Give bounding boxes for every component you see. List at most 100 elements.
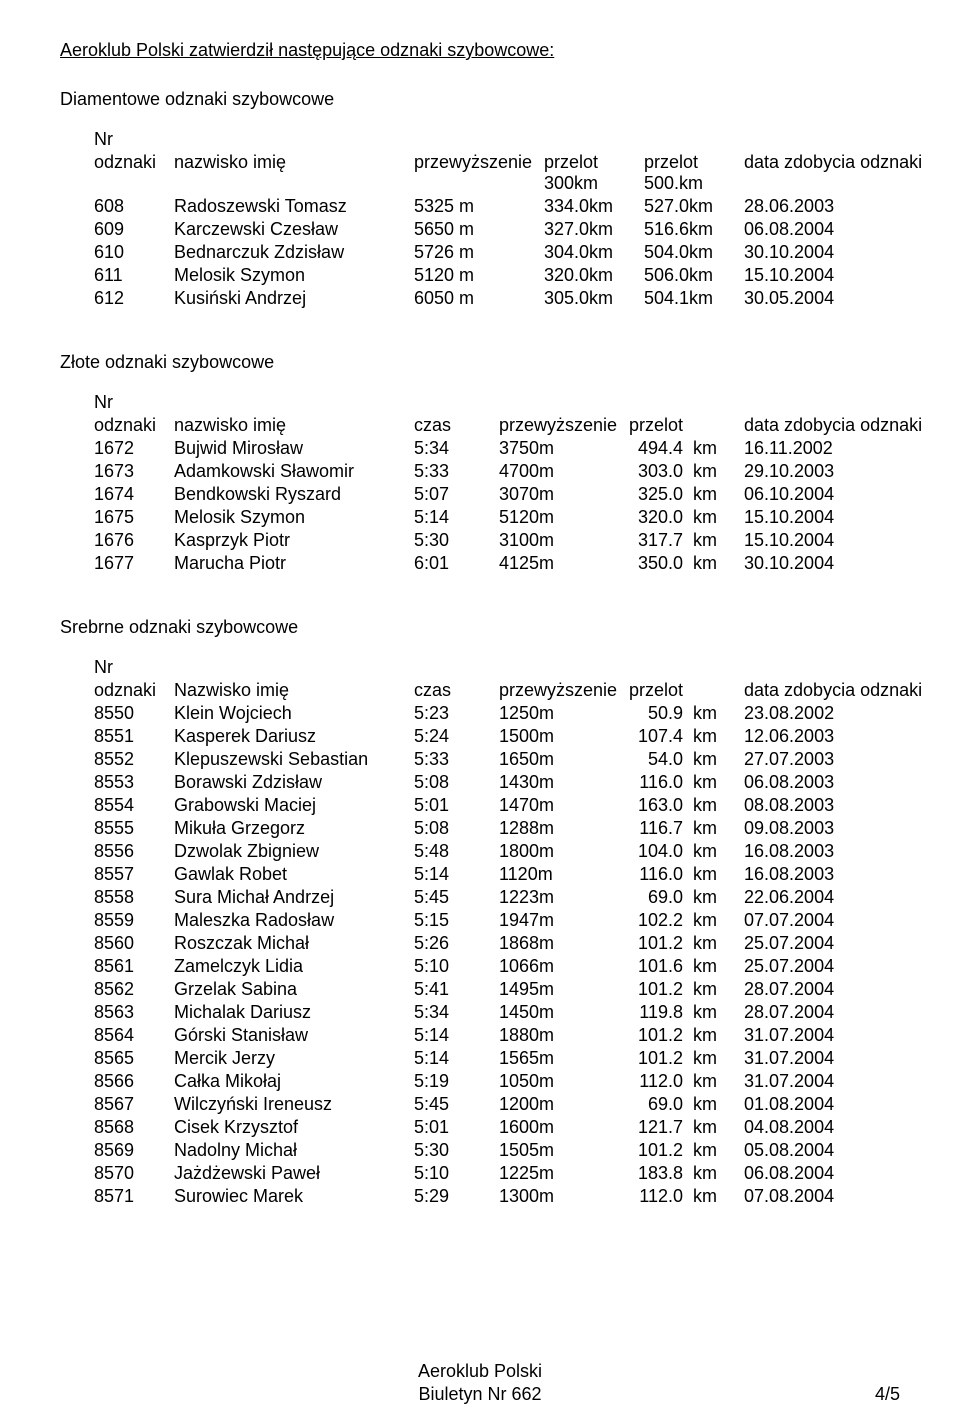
cell-przelot-unit: km [689,932,744,955]
table-row: 8558Sura Michał Andrzej5:451223m69.0km22… [94,886,900,909]
cell-nr: 8554 [94,794,174,817]
cell-nr: 1673 [94,460,174,483]
cell-przelot-unit: km [689,1093,744,1116]
cell-przew: 1450m [499,1001,629,1024]
table-row: 8566Całka Mikołaj5:191050m112.0km31.07.2… [94,1070,900,1093]
hdr-p300-2: 300km [544,173,598,193]
gold-heading: Złote odznaki szybowcowe [60,352,900,373]
cell-date: 30.05.2004 [744,287,900,310]
cell-czas: 5:14 [414,506,499,529]
cell-przelot-val: 320.0 [629,506,689,529]
cell-p300: 327.0km [544,218,644,241]
cell-przelot-unit: km [689,1001,744,1024]
hdr-date: data zdobycia odznaki [744,151,900,195]
cell-date: 31.07.2004 [744,1024,900,1047]
cell-czas: 5:34 [414,1001,499,1024]
table-row: 8563Michalak Dariusz5:341450m119.8km28.0… [94,1001,900,1024]
cell-name: Kasprzyk Piotr [174,529,414,552]
cell-nr: 8550 [94,702,174,725]
cell-date: 15.10.2004 [744,506,900,529]
cell-nr: 8564 [94,1024,174,1047]
cell-p300: 320.0km [544,264,644,287]
footer-line1: Aeroklub Polski [418,1361,542,1381]
table-header-row: odznaki nazwisko imię czas przewyższenie… [94,414,900,437]
cell-date: 16.08.2003 [744,863,900,886]
cell-przelot-unit: km [689,794,744,817]
cell-date: 30.10.2004 [744,552,900,575]
cell-przelot-unit: km [689,1116,744,1139]
cell-date: 31.07.2004 [744,1047,900,1070]
table-row: 8556Dzwolak Zbigniew5:481800m104.0km16.0… [94,840,900,863]
cell-p300: 305.0km [544,287,644,310]
table-row: 8553Borawski Zdzisław5:081430m116.0km06.… [94,771,900,794]
cell-czas: 5:14 [414,1024,499,1047]
cell-nr: 8561 [94,955,174,978]
cell-czas: 5:19 [414,1070,499,1093]
cell-nr: 8569 [94,1139,174,1162]
cell-nr: 8558 [94,886,174,909]
table-row: 8551Kasperek Dariusz5:241500m107.4km12.0… [94,725,900,748]
cell-date: 27.07.2003 [744,748,900,771]
cell-name: Marucha Piotr [174,552,414,575]
cell-czas: 5:33 [414,460,499,483]
cell-przelot-val: 101.2 [629,932,689,955]
cell-nr: 1674 [94,483,174,506]
diamond-table: Nr odznaki nazwisko imię przewyższenie p… [94,128,900,310]
cell-przelot-val: 303.0 [629,460,689,483]
cell-date: 31.07.2004 [744,1070,900,1093]
table-row: 8562Grzelak Sabina5:411495m101.2km28.07.… [94,978,900,1001]
cell-date: 08.08.2003 [744,794,900,817]
silver-block: Nr odznaki Nazwisko imię czas przewyższe… [94,656,900,1208]
cell-name: Wilczyński Ireneusz [174,1093,414,1116]
cell-czas: 5:29 [414,1185,499,1208]
cell-name: Radoszewski Tomasz [174,195,414,218]
cell-przew: 1066m [499,955,629,978]
table-row: 8568Cisek Krzysztof5:011600m121.7km04.08… [94,1116,900,1139]
cell-p500: 504.0km [644,241,744,264]
table-row: 8569Nadolny Michał5:301505m101.2km05.08.… [94,1139,900,1162]
table-row: 1677Marucha Piotr6:014125m350.0km30.10.2… [94,552,900,575]
cell-przew: 1868m [499,932,629,955]
cell-nr: 8563 [94,1001,174,1024]
cell-date: 30.10.2004 [744,241,900,264]
hdr-date: data zdobycia odznaki [744,679,900,702]
cell-przew: 3070m [499,483,629,506]
cell-date: 06.08.2004 [744,218,900,241]
hdr-p500-1: przelot [644,152,698,172]
cell-name: Bednarczuk Zdzisław [174,241,414,264]
cell-przew: 1947m [499,909,629,932]
page-title: Aeroklub Polski zatwierdził następujące … [60,40,900,61]
cell-nr: 1675 [94,506,174,529]
hdr-przelot: przelot [629,414,744,437]
cell-name: Grabowski Maciej [174,794,414,817]
cell-name: Klepuszewski Sebastian [174,748,414,771]
cell-przelot-val: 183.8 [629,1162,689,1185]
hdr-p500-2: 500.km [644,173,703,193]
cell-czas: 5:30 [414,529,499,552]
cell-przelot-val: 116.0 [629,771,689,794]
cell-czas: 5:01 [414,794,499,817]
cell-date: 28.06.2003 [744,195,900,218]
cell-czas: 5:48 [414,840,499,863]
cell-name: Zamelczyk Lidia [174,955,414,978]
hdr-name: nazwisko imię [174,414,414,437]
cell-przelot-unit: km [689,483,744,506]
cell-name: Melosik Szymon [174,506,414,529]
cell-przelot-val: 119.8 [629,1001,689,1024]
cell-date: 07.07.2004 [744,909,900,932]
cell-przew: 3750m [499,437,629,460]
cell-date: 25.07.2004 [744,955,900,978]
cell-przelot-val: 69.0 [629,886,689,909]
cell-date: 06.10.2004 [744,483,900,506]
table-header-row: odznaki nazwisko imię przewyższenie prze… [94,151,900,195]
table-row: 8565Mercik Jerzy5:141565m101.2km31.07.20… [94,1047,900,1070]
hdr-nr2: odznaki [94,151,174,195]
cell-przelot-unit: km [689,863,744,886]
cell-przelot-unit: km [689,725,744,748]
table-row: 8550Klein Wojciech5:231250m50.9km23.08.2… [94,702,900,725]
hdr-p300: przelot 300km [544,151,644,195]
cell-nr: 610 [94,241,174,264]
cell-name: Michalak Dariusz [174,1001,414,1024]
cell-przew: 1120m [499,863,629,886]
cell-przelot-val: 104.0 [629,840,689,863]
